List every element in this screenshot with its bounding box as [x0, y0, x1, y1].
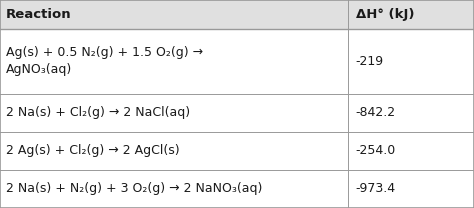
Text: -973.4: -973.4 [356, 182, 396, 196]
Text: 2 Na(s) + Cl₂(g) → 2 NaCl(aq): 2 Na(s) + Cl₂(g) → 2 NaCl(aq) [6, 106, 190, 119]
Text: Ag(s) + 0.5 N₂(g) + 1.5 O₂(g) →
AgNO₃(aq): Ag(s) + 0.5 N₂(g) + 1.5 O₂(g) → AgNO₃(aq… [6, 47, 203, 76]
Bar [0, 0, 474, 29]
Text: 2 Na(s) + N₂(g) + 3 O₂(g) → 2 NaNO₃(aq): 2 Na(s) + N₂(g) + 3 O₂(g) → 2 NaNO₃(aq) [6, 182, 262, 196]
Text: -254.0: -254.0 [356, 144, 396, 157]
Text: -842.2: -842.2 [356, 106, 396, 119]
Text: 2 Ag(s) + Cl₂(g) → 2 AgCl(s): 2 Ag(s) + Cl₂(g) → 2 AgCl(s) [6, 144, 179, 157]
Text: Reaction: Reaction [6, 8, 71, 21]
Text: -219: -219 [356, 55, 383, 68]
Text: ΔH° (kJ): ΔH° (kJ) [356, 8, 414, 21]
